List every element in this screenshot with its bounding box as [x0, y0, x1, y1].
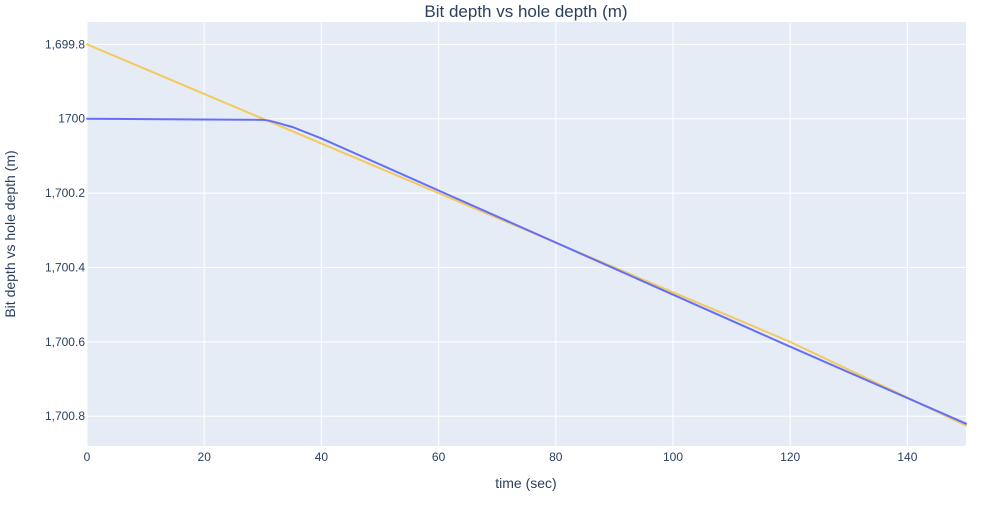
y-tick-label: 1700	[58, 112, 85, 126]
y-tick-label: 1,699.8	[45, 37, 85, 51]
x-tick-label: 20	[198, 450, 212, 464]
x-axis-ticks: 0 20 40 60 80 100 120 140	[84, 450, 918, 464]
y-axis-ticks: 1,699.8 1700 1,700.2 1,700.4 1,700.6 1,700.8	[45, 37, 85, 423]
y-tick-label: 1,700.4	[45, 260, 85, 274]
x-tick-label: 100	[663, 450, 683, 464]
plot-area	[87, 22, 966, 446]
gridlines	[86, 22, 966, 446]
x-tick-label: 60	[432, 450, 446, 464]
y-tick-label: 1,700.6	[45, 335, 85, 349]
y-tick-label: 1,700.8	[45, 409, 85, 423]
x-axis-title: time (sec)	[495, 475, 556, 491]
y-tick-label: 1,700.2	[45, 186, 85, 200]
x-tick-label: 0	[84, 450, 91, 464]
series-layer	[86, 43, 967, 427]
x-tick-label: 40	[315, 450, 329, 464]
chart-title: Bit depth vs hole depth (m)	[424, 2, 627, 21]
x-tick-label: 140	[897, 450, 917, 464]
x-tick-label: 80	[549, 450, 563, 464]
y-axis-title: Bit depth vs hole depth (m)	[2, 150, 18, 317]
series-line-2	[86, 117, 967, 425]
x-tick-label: 120	[780, 450, 800, 464]
